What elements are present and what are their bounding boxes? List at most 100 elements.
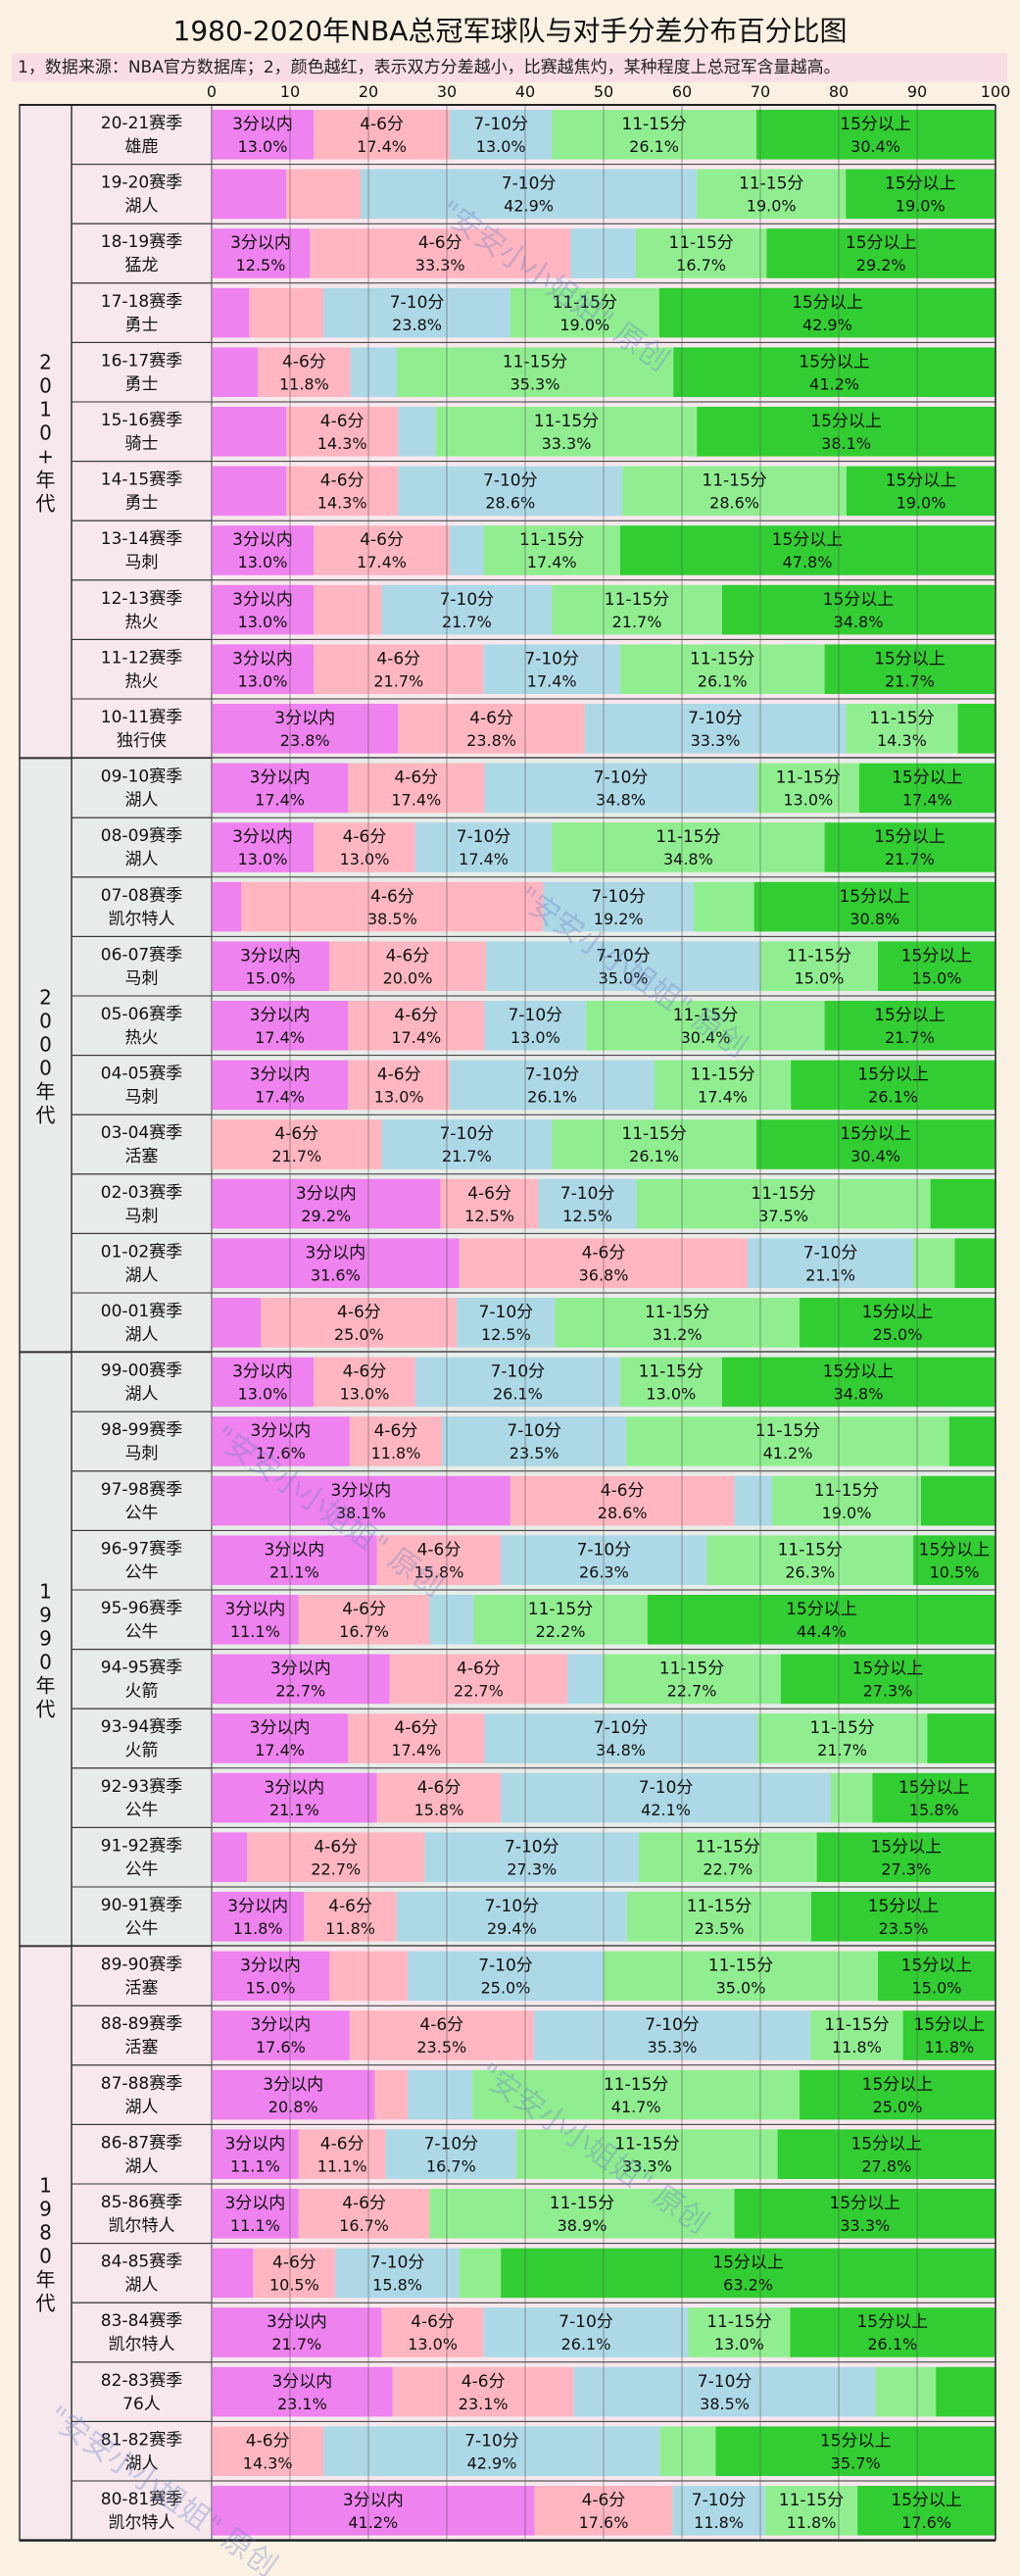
segment-label: 3分以内 [232, 827, 293, 847]
bar-segment [374, 2069, 408, 2120]
bar-segment [927, 1713, 996, 1763]
segment-label: 11-15分 [621, 115, 686, 134]
segment-label: 15分以上 [857, 1065, 929, 1085]
bar-segment [846, 169, 996, 220]
data-label: 11.8% [924, 2038, 974, 2056]
data-label: 15.0% [795, 968, 845, 987]
data-label: 25.0% [873, 2098, 923, 2116]
segment-label: 15分以上 [885, 174, 956, 194]
segment-label: 4-6分 [314, 1837, 358, 1857]
bar-segment [756, 1119, 996, 1169]
team-label: 马刺 [125, 1207, 159, 1226]
data-label: 21.7% [817, 1741, 867, 1759]
season-label: 83-84赛季 [101, 2310, 182, 2331]
segment-label: 11-15分 [706, 2312, 771, 2332]
bar-segment [212, 1357, 314, 1408]
bar-segment [627, 1892, 811, 1942]
season-label: 00-01赛季 [101, 1301, 182, 1321]
segment-label: 4-6分 [274, 1124, 318, 1144]
segment-label: 3分以内 [296, 1184, 357, 1204]
data-label: 21.7% [885, 671, 935, 690]
segment-label: 7-10分 [507, 1421, 561, 1441]
bar-segment [555, 1298, 800, 1348]
season-label: 14-15赛季 [101, 470, 182, 490]
data-label: 17.4% [527, 553, 577, 571]
bar-segment [335, 2248, 460, 2299]
segment-label: 15分以上 [901, 1957, 973, 1976]
data-label: 33.3% [622, 2156, 672, 2175]
data-label: 35.0% [599, 968, 649, 987]
bar-segment [902, 2010, 996, 2060]
data-label: 27.8% [861, 2156, 911, 2175]
segment-label: 11-15分 [696, 1837, 760, 1857]
segment-label: 4-6分 [394, 1718, 438, 1738]
bar-segment [619, 525, 996, 575]
bar-segment [501, 2248, 996, 2299]
segment-label: 4-6分 [360, 115, 404, 134]
season-label: 17-18赛季 [101, 291, 182, 312]
segment-label: 4-6分 [343, 827, 387, 847]
season-label: 01-02赛季 [101, 1241, 182, 1262]
segment-label: 3分以内 [232, 590, 293, 610]
data-label: 13.0% [238, 137, 288, 156]
season-label: 98-99赛季 [101, 1419, 182, 1440]
segment-label: 11-15分 [639, 1362, 704, 1382]
data-label: 17.4% [255, 1741, 305, 1759]
segment-label: 4-6分 [394, 768, 438, 788]
segment-label: 7-10分 [479, 1303, 534, 1322]
bar-segment [323, 287, 510, 338]
bar-segment [212, 1475, 510, 1526]
season-label: 95-96赛季 [101, 1598, 182, 1618]
bar-segment [408, 2069, 473, 2120]
bar-segment [586, 1001, 825, 1051]
segment-label: 4-6分 [418, 233, 462, 253]
season-label: 85-86赛季 [101, 2192, 182, 2212]
bar-segment [389, 1654, 568, 1705]
bar-segment [715, 2426, 996, 2476]
data-label: 42.9% [504, 197, 554, 216]
segment-label: 15分以上 [799, 352, 870, 372]
segment-label: 4-6分 [246, 2431, 290, 2451]
bar-segment [878, 1951, 996, 2002]
segment-label: 7-10分 [698, 2372, 753, 2392]
bar-segment [314, 644, 484, 694]
bar-segment [408, 1951, 604, 2002]
data-label: 20.8% [268, 2098, 318, 2116]
bar-segment [212, 1772, 377, 1823]
bar-segment [298, 2189, 430, 2239]
bar-segment [376, 1772, 502, 1823]
segment-label: 15分以上 [792, 293, 863, 313]
segment-label: 15分以上 [852, 1660, 924, 1679]
season-label: 81-82赛季 [101, 2429, 182, 2450]
segment-label: 11-15分 [690, 1065, 754, 1085]
team-label: 雄鹿 [125, 137, 159, 157]
segment-label: 7-10分 [440, 1124, 495, 1144]
bar-segment [212, 2366, 393, 2417]
bar-segment [212, 466, 286, 517]
data-label: 23.5% [695, 1919, 745, 1938]
season-label: 16-17赛季 [101, 350, 182, 371]
data-label: 21.1% [269, 1801, 319, 1819]
team-label: 湖人 [125, 1385, 159, 1405]
segment-label: 15分以上 [886, 471, 957, 491]
x-tick-label: 90 [907, 82, 927, 101]
data-label: 27.3% [881, 1859, 931, 1878]
data-label: 13.0% [476, 137, 526, 156]
bar-segment [381, 584, 553, 635]
bar-segment [552, 1119, 756, 1169]
bar-segment [791, 1060, 996, 1111]
bar-segment [647, 1595, 996, 1645]
bar-segment [212, 1238, 460, 1288]
data-label: 47.8% [783, 553, 833, 571]
data-label: 14.3% [877, 731, 927, 750]
bar-segment [212, 1001, 349, 1051]
bar-segment [543, 881, 694, 932]
segment-label: 4-6分 [601, 1481, 645, 1501]
segment-label: 7-10分 [440, 590, 495, 610]
bar-segment [831, 1772, 873, 1823]
season-label: 03-04赛季 [101, 1122, 182, 1143]
segment-label: 3分以内 [227, 1897, 288, 1916]
season-label: 10-11赛季 [101, 707, 182, 727]
data-label: 21.7% [373, 671, 423, 690]
bar-segment [957, 704, 996, 754]
